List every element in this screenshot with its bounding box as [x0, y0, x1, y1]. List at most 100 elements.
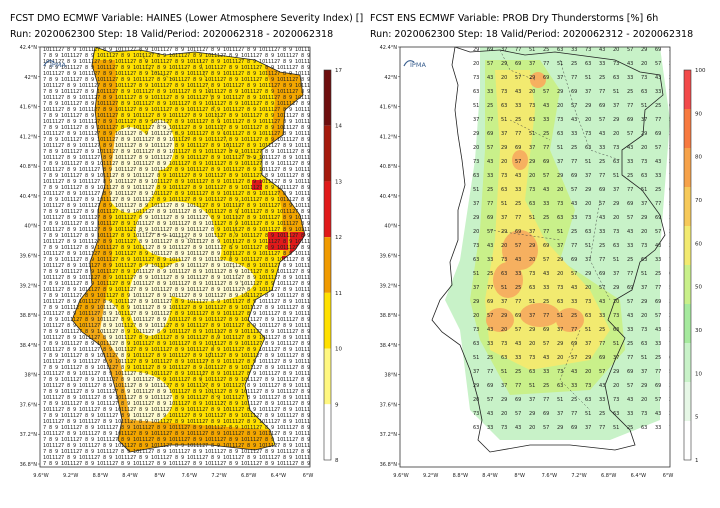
grid-value: 9 — [289, 179, 292, 185]
grid-value: 11 — [283, 65, 289, 71]
grid-value: 9 — [253, 407, 256, 413]
grid-value: 12 — [289, 209, 295, 215]
grid-value: 7 — [61, 119, 64, 125]
grid-value: 10 — [277, 341, 283, 347]
grid-value: 11 — [193, 371, 199, 377]
grid-value: 37 — [529, 313, 535, 319]
grid-value: 10 — [151, 179, 157, 185]
grid-value: 73 — [669, 89, 675, 95]
grid-value: 9 — [271, 257, 274, 263]
grid-value: 9 — [289, 59, 292, 65]
grid-value: 12 — [163, 227, 169, 233]
grid-value: 9 — [55, 341, 58, 347]
grid-value: 9 — [127, 365, 130, 371]
grid-value: 10 — [223, 347, 229, 353]
grid-value: 9 — [199, 53, 202, 59]
grid-value: 10 — [187, 179, 193, 185]
grid-value: 11 — [211, 89, 217, 95]
grid-value: 12 — [55, 335, 61, 341]
grid-value: 7 — [277, 443, 280, 449]
grid-value: 10 — [43, 83, 49, 89]
grid-value: 9 — [217, 263, 220, 269]
grid-value: 9 — [307, 173, 310, 179]
grid-value: 12 — [307, 95, 313, 101]
grid-value: 8 — [211, 131, 214, 137]
grid-value: 7 — [223, 137, 226, 143]
grid-value: 7 — [259, 185, 262, 191]
grid-value: 10 — [241, 389, 247, 395]
grid-value: 7 — [43, 77, 46, 83]
grid-value: 11 — [265, 83, 271, 89]
grid-value: 77 — [627, 271, 633, 277]
grid-value: 8 — [283, 131, 286, 137]
grid-value: 8 — [301, 389, 304, 395]
grid-value: 8 — [157, 353, 160, 359]
grid-value: 7 — [277, 419, 280, 425]
grid-value: 9 — [127, 173, 130, 179]
grid-value: 12 — [253, 389, 259, 395]
grid-value: 10 — [151, 83, 157, 89]
grid-value: 9 — [91, 245, 94, 251]
grid-value: 8 — [175, 107, 178, 113]
grid-value: 25 — [515, 285, 521, 291]
grid-value: 57 — [655, 145, 661, 151]
grid-value: 29 — [613, 201, 619, 207]
grid-value: 11 — [121, 299, 127, 305]
grid-value: 11 — [121, 371, 127, 377]
grid-value: 10 — [277, 89, 283, 95]
grid-value: 10 — [277, 77, 283, 83]
grid-value: 7 — [79, 125, 82, 131]
grid-value: 9 — [73, 167, 76, 173]
grid-value: 10 — [169, 137, 175, 143]
grid-value: 11 — [193, 419, 199, 425]
grid-value: 8 — [157, 293, 160, 299]
grid-value: 9 — [127, 233, 130, 239]
grid-value: 12 — [109, 137, 115, 143]
grid-value: 12 — [55, 239, 61, 245]
grid-value: 9 — [127, 89, 130, 95]
grid-value: 12 — [55, 371, 61, 377]
grid-value: 12 — [271, 107, 277, 113]
grid-value: 9 — [145, 383, 148, 389]
grid-value: 8 — [121, 341, 124, 347]
grid-value: 8 — [211, 395, 214, 401]
grid-value: 8 — [85, 401, 88, 407]
grid-value: 8 — [85, 137, 88, 143]
grid-value: 11 — [229, 167, 235, 173]
grid-value: 69 — [627, 117, 633, 123]
grid-value: 37 — [585, 173, 591, 179]
grid-value: 12 — [271, 383, 277, 389]
grid-value: 8 — [175, 203, 178, 209]
grid-value: 10 — [205, 329, 211, 335]
grid-value: 9 — [181, 191, 184, 197]
grid-value: 11 — [211, 305, 217, 311]
grid-value: 7 — [61, 131, 64, 137]
grid-value: 11 — [301, 83, 307, 89]
grid-value: 7 — [61, 167, 64, 173]
grid-value: 9 — [271, 113, 274, 119]
grid-value: 9 — [199, 425, 202, 431]
grid-value: 8 — [211, 95, 214, 101]
grid-value: 7 — [43, 341, 46, 347]
grid-value: 29 — [641, 131, 647, 137]
grid-value: 9 — [91, 257, 94, 263]
grid-value: 7 — [295, 233, 298, 239]
grid-value: 9 — [145, 203, 148, 209]
grid-value: 12 — [163, 251, 169, 257]
grid-value: 11 — [193, 215, 199, 221]
grid-value: 8 — [283, 323, 286, 329]
grid-value: 9 — [271, 221, 274, 227]
grid-value: 11 — [67, 293, 73, 299]
grid-value: 8 — [49, 197, 52, 203]
grid-value: 10 — [169, 65, 175, 71]
grid-value: 8 — [211, 59, 214, 65]
grid-value: 8 — [121, 245, 124, 251]
grid-value: 10 — [277, 257, 283, 263]
grid-value: 9 — [145, 275, 148, 281]
grid-value: 20 — [473, 145, 479, 151]
grid-value: 12 — [271, 215, 277, 221]
grid-value: 9 — [289, 311, 292, 317]
grid-value: 8 — [85, 77, 88, 83]
grid-value: 11 — [67, 161, 73, 167]
grid-value: 8 — [103, 143, 106, 149]
